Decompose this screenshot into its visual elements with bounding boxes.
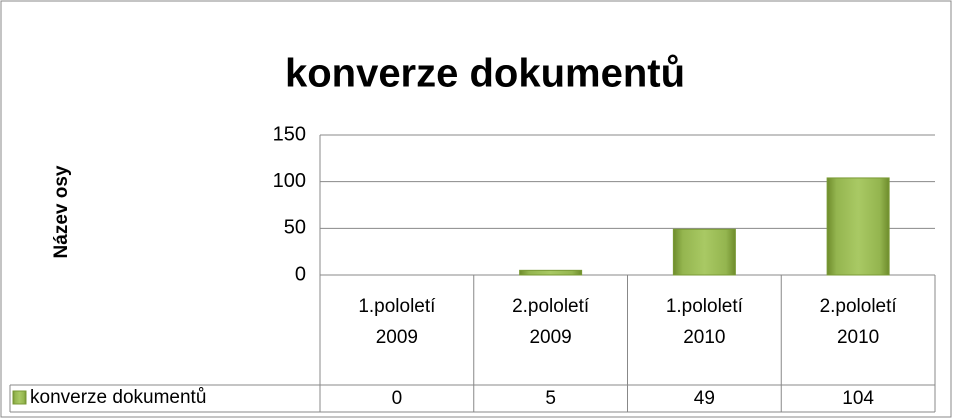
table-value: 5 bbox=[545, 388, 556, 409]
category-label: 2.pololetí 2009 bbox=[512, 296, 590, 348]
table-value: 104 bbox=[842, 388, 874, 409]
table-value: 49 bbox=[693, 388, 715, 409]
y-tick-label: 150 bbox=[273, 123, 306, 145]
y-tick-label: 100 bbox=[273, 170, 306, 192]
bar bbox=[519, 269, 583, 276]
legend-label: konverze dokumentů bbox=[30, 387, 207, 408]
category-label: 2.pololetí 2010 bbox=[819, 296, 897, 348]
bar bbox=[672, 228, 736, 276]
chart-title: konverze dokumentů bbox=[285, 52, 685, 96]
legend-key bbox=[12, 390, 27, 405]
category-label: 1.pololetí 2009 bbox=[358, 296, 436, 348]
y-tick-label: 0 bbox=[295, 263, 306, 285]
category-label: 1.pololetí 2010 bbox=[665, 296, 743, 348]
table-value: 0 bbox=[391, 388, 403, 409]
bar bbox=[826, 177, 890, 276]
y-axis-label: Název osy bbox=[51, 165, 72, 258]
y-tick-label: 50 bbox=[284, 217, 306, 239]
